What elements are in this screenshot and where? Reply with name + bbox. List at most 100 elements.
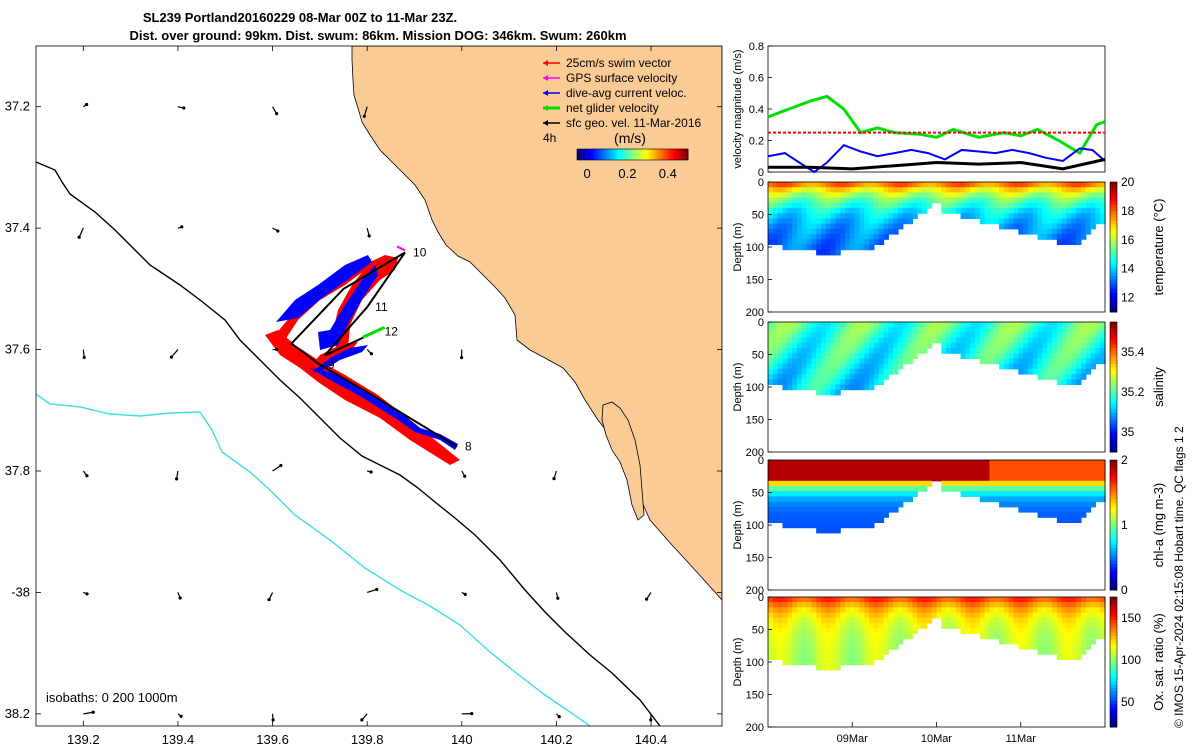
heatmap-cell — [768, 342, 774, 349]
heatmap-colorbar-tick-label: 35 — [1121, 425, 1135, 439]
heatmap-cell — [965, 342, 971, 349]
geo-vector-head — [169, 355, 174, 359]
heatmap-cell — [854, 213, 861, 219]
heatmap-cell — [994, 213, 1000, 219]
heatmap-cell — [941, 465, 947, 471]
heatmap-cell — [869, 649, 875, 655]
heatmap-cell — [801, 470, 808, 477]
heatmap-cell — [845, 327, 851, 333]
heatmap-cell — [1056, 342, 1063, 349]
heatmap-cell — [849, 649, 856, 655]
heatmap-cell — [931, 460, 938, 466]
heatmap-cell — [849, 480, 856, 487]
heatmap-cell — [869, 475, 875, 482]
heatmap-cell — [1037, 638, 1044, 645]
heatmap-cell — [864, 327, 870, 333]
heatmap-colorbar-cell — [1110, 691, 1117, 695]
heatmap-cell — [859, 228, 865, 235]
heatmap-cell — [955, 337, 962, 344]
heatmap-cell — [1061, 649, 1068, 655]
heatmap-colorbar-cell — [1110, 266, 1117, 271]
heatmap-cell — [1076, 465, 1082, 471]
heatmap-cell — [1090, 358, 1096, 365]
heatmap-cell — [796, 491, 803, 497]
heatmap-cell — [873, 506, 880, 513]
heatmap-cell — [955, 327, 962, 333]
heatmap-cell — [1066, 475, 1072, 482]
heatmap-cell — [1042, 623, 1048, 629]
heatmap-cell — [1037, 322, 1044, 328]
heatmap-cell — [1071, 218, 1077, 225]
heatmap-cell — [941, 342, 947, 349]
heatmap-cell — [830, 234, 836, 240]
heatmap-cell — [816, 239, 822, 245]
heatmap-colorbar-cell — [1110, 623, 1117, 627]
heatmap-cell — [1023, 486, 1029, 492]
heatmap-cell — [994, 633, 1000, 640]
heatmap-cell — [830, 327, 836, 333]
heatmap-cell — [840, 187, 846, 193]
heatmap-cell — [840, 643, 846, 650]
heatmap-cell — [820, 368, 827, 375]
heatmap-cell — [835, 501, 841, 508]
heatmap-cell — [955, 607, 962, 614]
heatmap-cell — [859, 358, 865, 365]
heatmap-cell — [1032, 213, 1039, 219]
heatmap-cell — [1080, 465, 1087, 471]
heatmap-cell — [902, 322, 909, 328]
heatmap-cell — [811, 379, 817, 385]
heatmap-cell — [922, 348, 928, 354]
heatmap-cell — [806, 659, 812, 666]
velocity-y-tick-label: 0.4 — [749, 104, 764, 116]
heatmap-cell — [1003, 607, 1010, 614]
heatmap-cell — [1052, 187, 1058, 193]
heatmap-cell — [1056, 628, 1063, 634]
heatmap-cell — [1090, 182, 1096, 188]
heatmap-cell — [840, 358, 846, 365]
heatmap-cell — [994, 496, 1000, 503]
heatmap-cell — [792, 654, 798, 660]
heatmap-cell — [777, 638, 784, 645]
heatmap-cell — [965, 597, 971, 603]
heatmap-cell — [1042, 470, 1048, 477]
heatmap-cell — [835, 512, 841, 518]
heatmap-cell — [1100, 623, 1106, 629]
heatmap-cell — [801, 353, 808, 359]
heatmap-cell — [1047, 228, 1053, 235]
heatmap-cell — [1042, 475, 1048, 482]
heatmap-cell — [878, 501, 885, 508]
heatmap-cell — [869, 522, 875, 529]
heatmap-cell — [1042, 491, 1048, 497]
heatmap-cell — [897, 633, 904, 640]
heatmap-cell — [854, 628, 861, 634]
colorbar-cell — [676, 149, 680, 160]
heatmap-cell — [912, 192, 918, 199]
heatmap-cell — [1047, 460, 1053, 466]
heatmap-cell — [912, 475, 918, 482]
heatmap-y-tick-label: 200 — [746, 447, 764, 459]
heatmap-colorbar-tick-label: 14 — [1121, 262, 1135, 276]
heatmap-cell — [999, 470, 1005, 477]
heatmap-cell — [888, 602, 894, 608]
heatmap-cell — [1003, 208, 1010, 214]
heatmap-colorbar-cell — [1110, 723, 1117, 728]
heatmap-cell — [1047, 643, 1053, 650]
heatmap-cell — [1052, 460, 1058, 466]
heatmap-cell — [979, 623, 986, 629]
heatmap-cell — [1013, 638, 1019, 645]
heatmap-cell — [864, 623, 870, 629]
heatmap-cell — [816, 517, 822, 523]
heatmap-cell — [854, 623, 861, 629]
heatmap-cell — [926, 460, 933, 466]
heatmap-cell — [825, 379, 832, 385]
heatmap-colorbar-cell — [1110, 466, 1117, 471]
heatmap-cell — [782, 638, 788, 645]
heatmap-cell — [1076, 332, 1082, 339]
heatmap-cell — [854, 332, 861, 339]
heatmap-cell — [845, 470, 851, 477]
heatmap-cell — [926, 182, 933, 188]
heatmap-cell — [1056, 223, 1063, 230]
heatmap-cell — [873, 628, 880, 634]
